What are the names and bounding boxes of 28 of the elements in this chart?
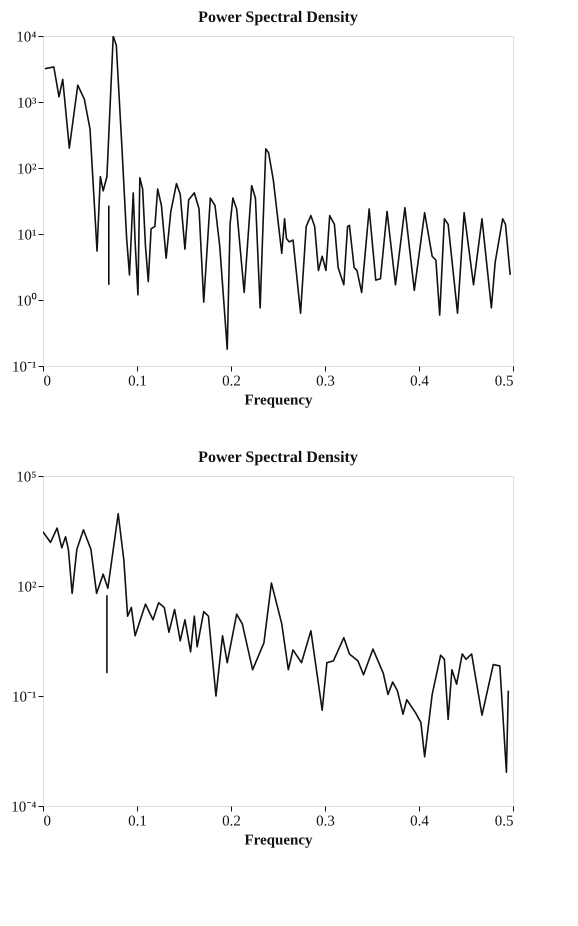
x-tick-label: 0	[44, 814, 51, 830]
y-tick-label: 10⁵	[16, 470, 36, 486]
y-tick-label: 10³	[17, 96, 37, 112]
y-tick-label: 10⁻⁴	[11, 800, 36, 816]
y-tick-label: 10⁻¹	[12, 690, 36, 706]
x-tick-label: 0	[44, 374, 51, 390]
chart-title: Power Spectral Density	[198, 449, 358, 466]
chart-title: Power Spectral Density	[198, 9, 358, 26]
x-axis-title: Frequency	[244, 392, 314, 408]
x-axis-title: Frequency	[244, 832, 314, 848]
x-tick-label: 0.3	[316, 814, 335, 830]
x-tick-label: 0.4	[410, 814, 430, 830]
y-tick-label: 10²	[17, 580, 37, 596]
y-tick-label: 10⁴	[16, 30, 36, 46]
x-tick-label: 0.5	[494, 374, 514, 390]
line-series	[44, 36, 511, 350]
x-tick-label: 0.4	[410, 374, 430, 390]
line-series	[43, 513, 510, 774]
x-tick-label: 0.1	[128, 374, 147, 390]
x-tick-label: 0.2	[222, 814, 241, 830]
x-tick-label: 0.5	[494, 814, 514, 830]
y-tick-label: 10²	[17, 162, 37, 178]
y-tick-label: 10⁰	[16, 292, 36, 310]
y-tick-label: 10⁻¹	[12, 360, 36, 376]
x-tick-label: 0.1	[128, 814, 147, 830]
y-tick-label: 10¹	[17, 228, 36, 244]
x-tick-label: 0.3	[316, 374, 335, 390]
x-tick-label: 0.2	[222, 374, 241, 390]
